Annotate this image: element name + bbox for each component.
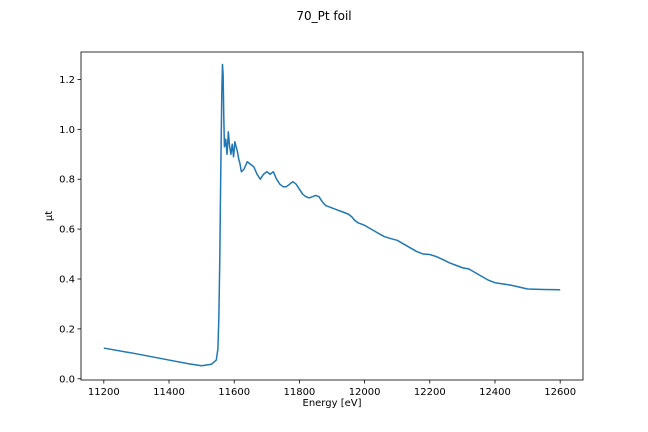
plot-area [80, 51, 584, 381]
chart-title: 70_Pt foil [296, 9, 351, 23]
x-axis-label: Energy [eV] [303, 398, 362, 409]
series-line [103, 63, 561, 367]
x-tick-label: 11800 [283, 387, 315, 398]
y-axis-label: μt [44, 211, 55, 221]
x-tick-label: 12200 [414, 387, 446, 398]
x-tick-label: 11600 [218, 387, 250, 398]
x-tick-label: 12000 [349, 387, 381, 398]
x-tick-label: 12400 [479, 387, 511, 398]
axes-frame [80, 51, 584, 381]
y-axis: 0.0 0.2 0.4 0.6 0.8 1.0 1.2 [59, 75, 81, 385]
y-tick-label: 0.0 [59, 374, 75, 385]
y-tick-label: 0.6 [59, 225, 75, 236]
y-tick-label: 0.8 [59, 175, 75, 186]
y-tick-label: 1.2 [59, 75, 75, 86]
x-axis: 11200 11400 11600 11800 12000 12200 12400 12600 [88, 380, 576, 398]
x-tick-label: 11200 [88, 387, 120, 398]
x-tick-label: 12600 [544, 387, 576, 398]
y-tick-label: 1.0 [59, 125, 75, 136]
y-tick-label: 0.2 [59, 324, 75, 335]
y-tick-label: 0.4 [59, 274, 75, 285]
x-tick-label: 11400 [153, 387, 185, 398]
